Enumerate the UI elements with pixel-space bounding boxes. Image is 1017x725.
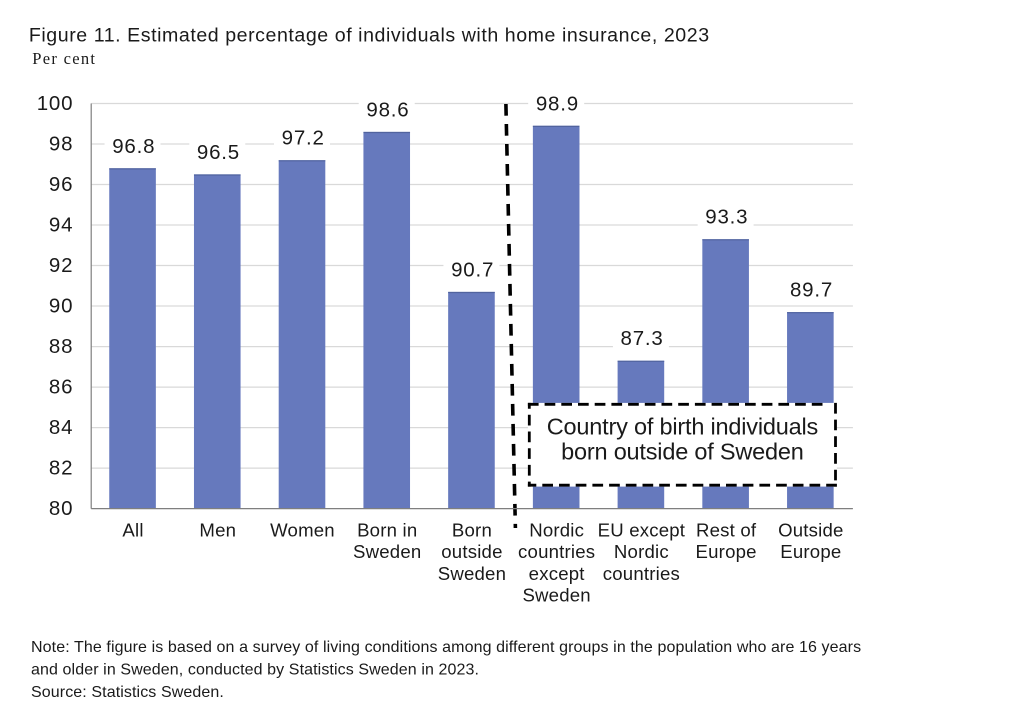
svg-text:90: 90	[49, 295, 73, 318]
svg-text:97.2: 97.2	[282, 127, 325, 150]
svg-text:born outside of Sweden: born outside of Sweden	[561, 438, 804, 464]
svg-text:Nordic: Nordic	[614, 541, 669, 562]
svg-text:100: 100	[37, 92, 74, 115]
svg-text:countries: countries	[603, 563, 680, 584]
svg-text:except: except	[529, 563, 586, 584]
svg-text:Sweden: Sweden	[438, 563, 506, 584]
svg-text:countries: countries	[518, 541, 595, 562]
svg-text:88: 88	[49, 335, 73, 358]
svg-text:Outside: Outside	[778, 519, 843, 540]
svg-text:outside: outside	[441, 541, 502, 562]
svg-text:Sweden: Sweden	[353, 541, 421, 562]
svg-text:Women: Women	[270, 519, 335, 540]
svg-text:98.9: 98.9	[536, 92, 579, 115]
svg-text:93.3: 93.3	[705, 206, 748, 229]
svg-text:Note: The figure is based on a: Note: The figure is based on a survey of…	[31, 639, 861, 656]
svg-text:80: 80	[49, 497, 73, 520]
svg-text:Figure 11. Estimated percentag: Figure 11. Estimated percentage of indiv…	[29, 25, 710, 47]
svg-text:84: 84	[49, 416, 73, 439]
svg-text:Nordic: Nordic	[529, 519, 584, 540]
svg-text:Per cent: Per cent	[32, 49, 96, 68]
svg-text:86: 86	[49, 376, 73, 399]
svg-text:EU except: EU except	[598, 519, 686, 540]
svg-text:89.7: 89.7	[790, 279, 833, 302]
svg-text:96: 96	[49, 173, 73, 196]
svg-text:Born: Born	[452, 519, 492, 540]
svg-text:96.8: 96.8	[112, 135, 155, 158]
svg-text:98: 98	[49, 133, 73, 156]
svg-text:Sweden: Sweden	[522, 585, 590, 606]
svg-text:Rest of: Rest of	[696, 519, 757, 540]
svg-text:94: 94	[49, 214, 73, 237]
svg-text:All: All	[122, 519, 143, 540]
svg-text:Country of birth individuals: Country of birth individuals	[547, 414, 818, 440]
svg-text:98.6: 98.6	[366, 98, 409, 121]
svg-text:92: 92	[49, 254, 73, 277]
svg-text:and older in Sweden, conducted: and older in Sweden, conducted by Statis…	[31, 661, 479, 678]
svg-text:Source: Statistics Sweden.: Source: Statistics Sweden.	[31, 684, 224, 701]
svg-text:82: 82	[49, 457, 73, 480]
svg-text:Europe: Europe	[696, 541, 757, 562]
svg-text:Men: Men	[199, 519, 236, 540]
svg-text:96.5: 96.5	[197, 141, 240, 164]
svg-text:Europe: Europe	[780, 541, 841, 562]
svg-text:90.7: 90.7	[451, 258, 494, 281]
svg-text:Born in: Born in	[357, 519, 417, 540]
svg-text:87.3: 87.3	[621, 327, 664, 350]
